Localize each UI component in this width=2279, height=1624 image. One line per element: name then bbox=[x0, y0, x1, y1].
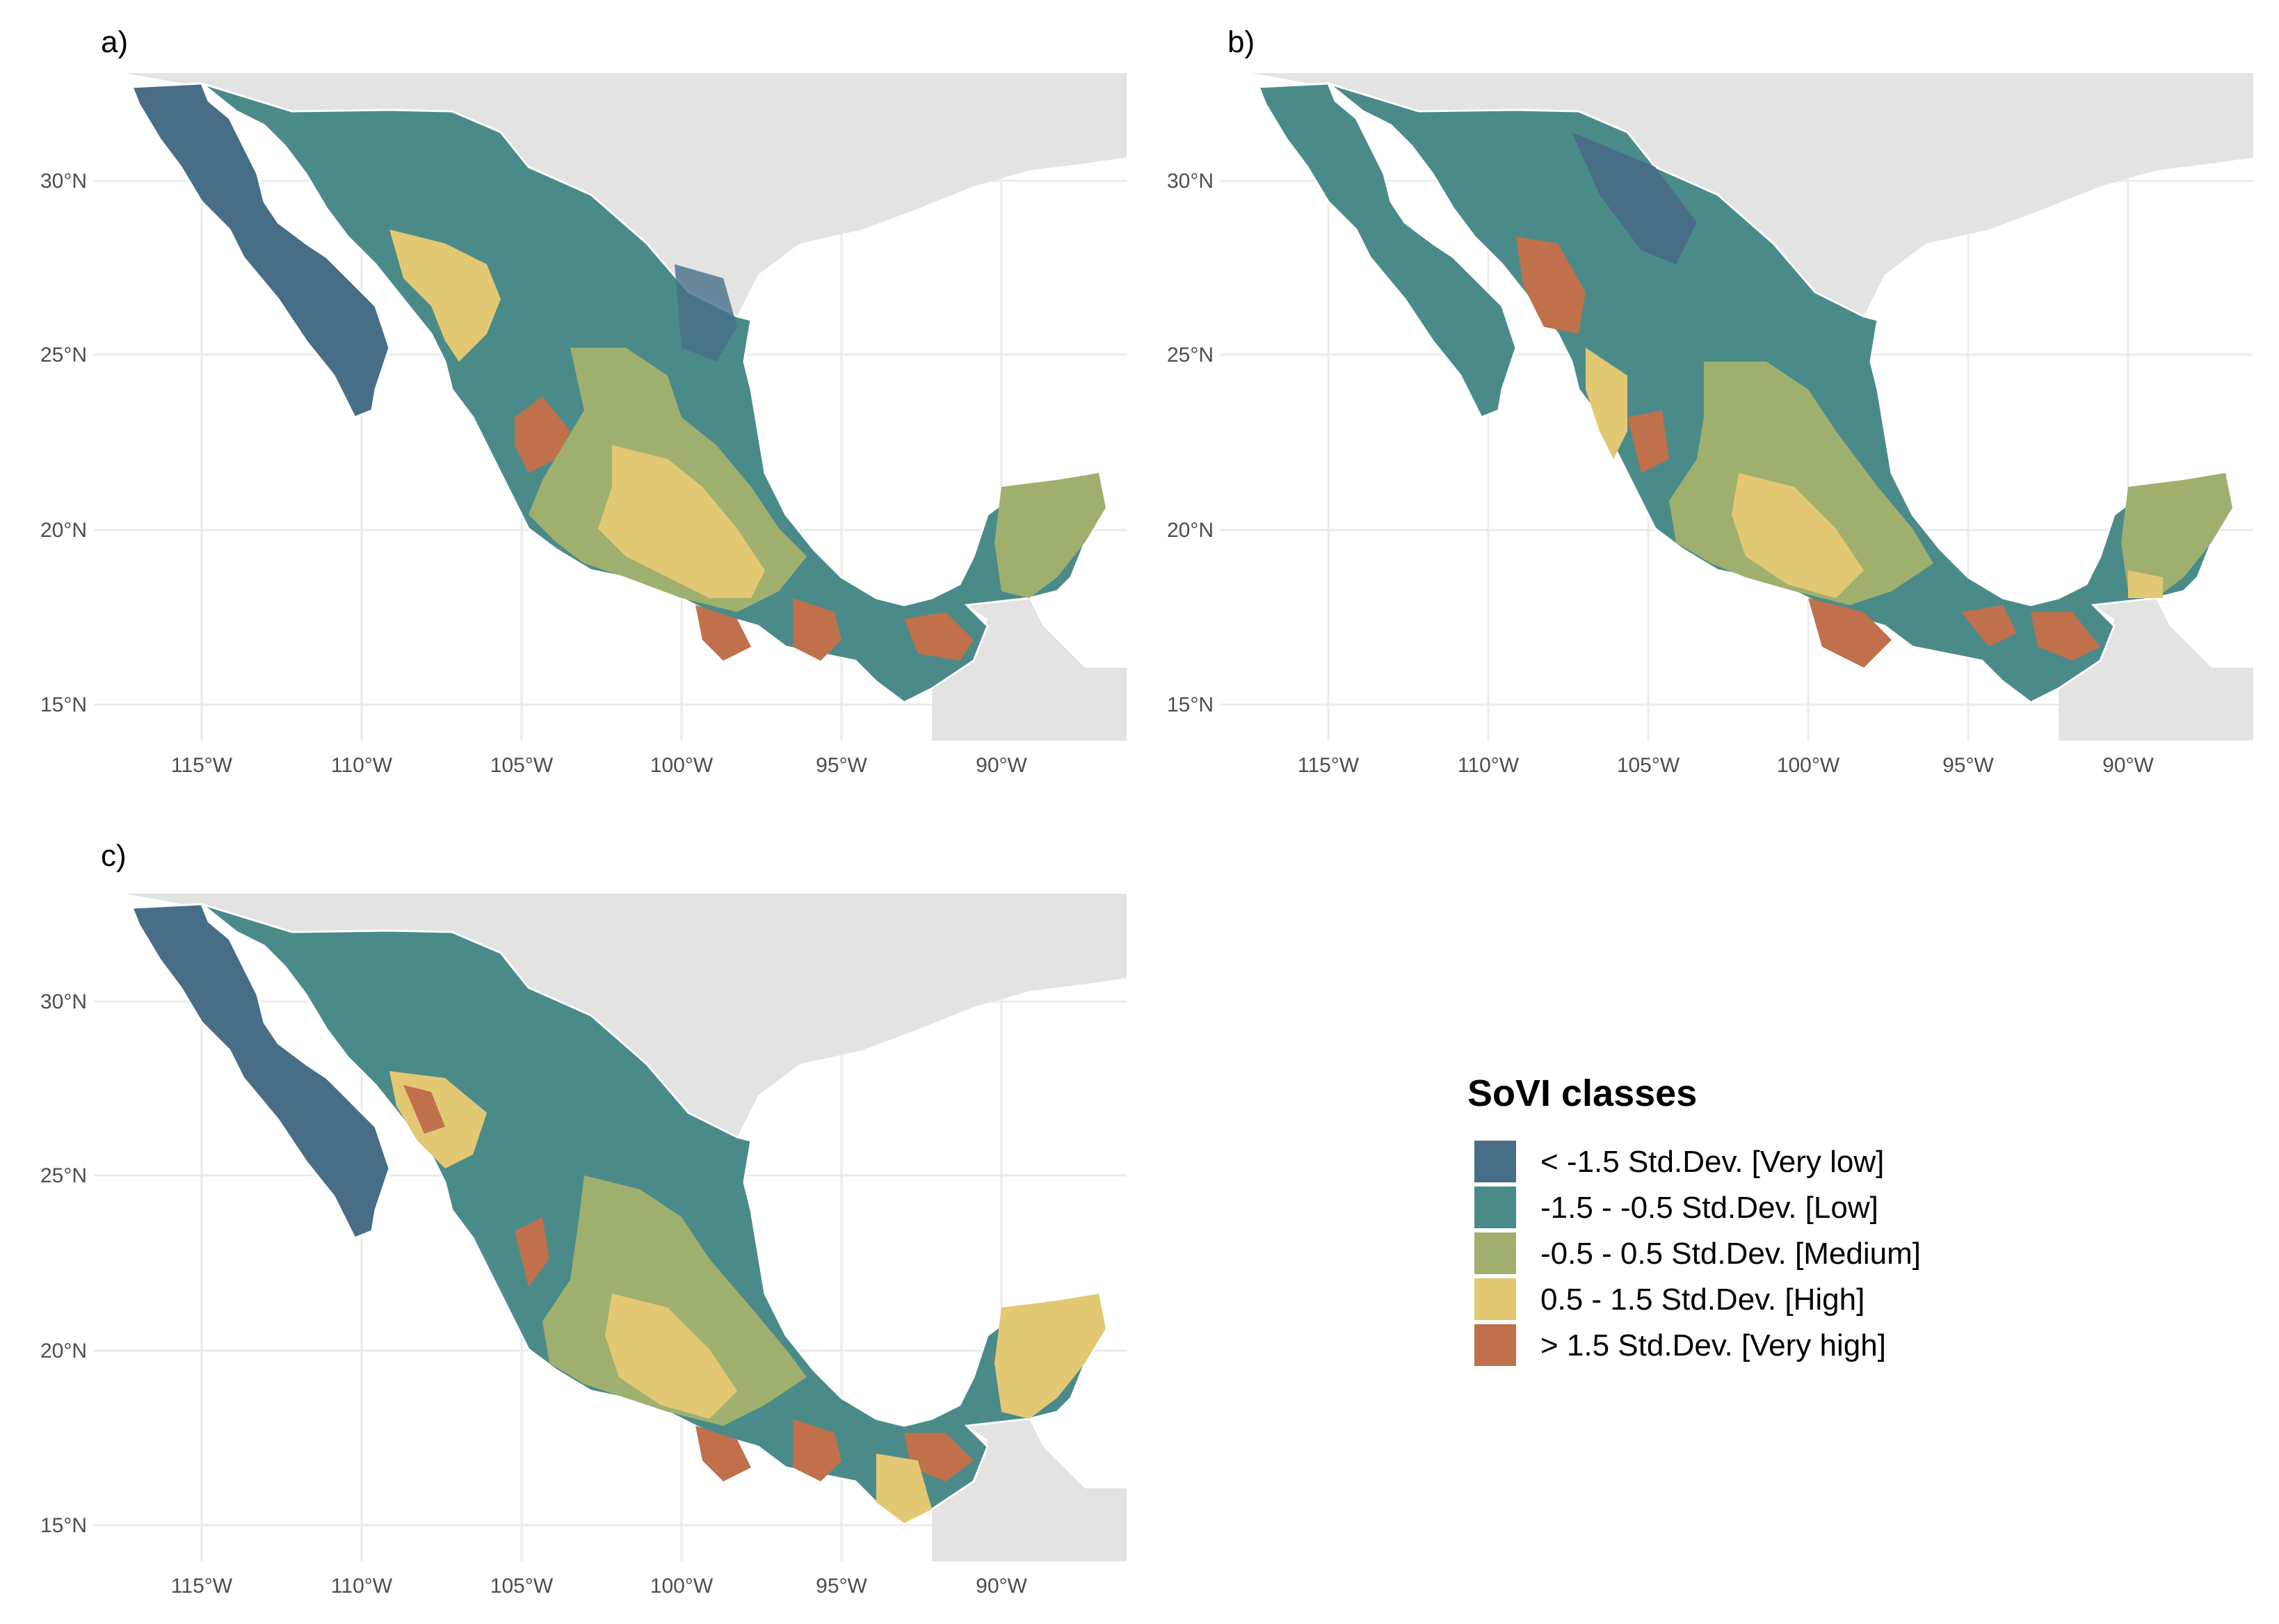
lon-label-95: 95°W bbox=[816, 754, 867, 777]
panel-label-a: a) bbox=[101, 25, 128, 59]
lon-label-115: 115°W bbox=[171, 1575, 233, 1598]
lon-label-90: 90°W bbox=[976, 754, 1027, 777]
lon-label-110: 110°W bbox=[331, 1575, 393, 1598]
lat-label-15: 15°N bbox=[1167, 693, 1214, 716]
lat-label-20: 20°N bbox=[1167, 519, 1214, 542]
legend-item-low: -1.5 - -0.5 Std.Dev. [Low] bbox=[1474, 1187, 1878, 1228]
lat-tick-labels: 30°N 25°N 20°N 15°N bbox=[1167, 170, 1214, 716]
lat-label-15: 15°N bbox=[40, 693, 87, 716]
legend-item-very-high: > 1.5 Std.Dev. [Very high] bbox=[1474, 1324, 1886, 1366]
panel-label-c: c) bbox=[101, 839, 127, 873]
legend-label-low: -1.5 - -0.5 Std.Dev. [Low] bbox=[1540, 1191, 1878, 1225]
background-land bbox=[125, 894, 1127, 1561]
mexico-map bbox=[1257, 82, 2234, 704]
map-panel-c: c) 30°N 25°N 20°N 15°N 115°W bbox=[40, 839, 1127, 1598]
lon-label-95: 95°W bbox=[816, 1575, 867, 1598]
lon-label-90: 90°W bbox=[976, 1575, 1027, 1598]
lat-label-30: 30°N bbox=[40, 990, 87, 1013]
lat-tick-labels: 30°N 25°N 20°N 15°N bbox=[40, 990, 87, 1537]
lat-tick-labels: 30°N 25°N 20°N 15°N bbox=[40, 170, 87, 716]
legend-swatch-very-high bbox=[1474, 1324, 1516, 1366]
legend-label-very-low: < -1.5 Std.Dev. [Very low] bbox=[1540, 1145, 1884, 1179]
lat-label-20: 20°N bbox=[40, 1340, 87, 1362]
background-land bbox=[125, 73, 1127, 741]
legend-title: SoVI classes bbox=[1467, 1072, 1697, 1114]
lon-label-100: 100°W bbox=[650, 754, 714, 777]
background-land bbox=[1252, 73, 2253, 741]
map-panel-a: a) 30°N 25°N 20°N 15°N 115°W 110°W bbox=[40, 25, 1127, 777]
lon-label-105: 105°W bbox=[1617, 754, 1680, 777]
map-panel-b: b) 30°N 25°N 20°N 15°N 115°W bbox=[1167, 25, 2253, 777]
panel-label-b: b) bbox=[1227, 25, 1255, 59]
lat-label-20: 20°N bbox=[40, 519, 87, 542]
lon-label-115: 115°W bbox=[1298, 754, 1360, 777]
lon-label-100: 100°W bbox=[1777, 754, 1840, 777]
lon-label-100: 100°W bbox=[650, 1575, 714, 1598]
lon-label-115: 115°W bbox=[171, 754, 233, 777]
lat-label-15: 15°N bbox=[40, 1514, 87, 1537]
lat-label-30: 30°N bbox=[1167, 170, 1214, 193]
legend-item-very-low: < -1.5 Std.Dev. [Very low] bbox=[1474, 1141, 1884, 1182]
legend-swatch-high bbox=[1474, 1278, 1516, 1320]
legend-label-very-high: > 1.5 Std.Dev. [Very high] bbox=[1540, 1328, 1886, 1362]
legend-swatch-very-low bbox=[1474, 1141, 1516, 1182]
lon-tick-labels: 115°W 110°W 105°W 100°W 95°W 90°W bbox=[171, 1575, 1028, 1598]
lat-label-25: 25°N bbox=[1167, 344, 1214, 367]
lat-label-25: 25°N bbox=[40, 1164, 87, 1187]
legend-item-high: 0.5 - 1.5 Std.Dev. [High] bbox=[1474, 1278, 1865, 1320]
lon-tick-labels: 115°W 110°W 105°W 100°W 95°W 90°W bbox=[1298, 754, 2155, 777]
lat-label-25: 25°N bbox=[40, 344, 87, 367]
lat-label-30: 30°N bbox=[40, 170, 87, 193]
legend-swatch-medium bbox=[1474, 1232, 1516, 1274]
lon-label-95: 95°W bbox=[1942, 754, 1994, 777]
lon-label-90: 90°W bbox=[2102, 754, 2154, 777]
legend-label-high: 0.5 - 1.5 Std.Dev. [High] bbox=[1540, 1283, 1865, 1317]
mexico-map bbox=[130, 903, 1107, 1525]
legend: SoVI classes < -1.5 Std.Dev. [Very low] … bbox=[1467, 1072, 1921, 1366]
legend-swatch-low bbox=[1474, 1187, 1516, 1228]
lon-label-110: 110°W bbox=[1458, 754, 1520, 777]
lon-label-110: 110°W bbox=[331, 754, 393, 777]
legend-label-medium: -0.5 - 0.5 Std.Dev. [Medium] bbox=[1540, 1237, 1921, 1271]
lon-label-105: 105°W bbox=[490, 1575, 554, 1598]
mexico-map bbox=[130, 82, 1107, 704]
lon-tick-labels: 115°W 110°W 105°W 100°W 95°W 90°W bbox=[171, 754, 1028, 777]
lon-label-105: 105°W bbox=[490, 754, 554, 777]
legend-item-medium: -0.5 - 0.5 Std.Dev. [Medium] bbox=[1474, 1232, 1921, 1274]
